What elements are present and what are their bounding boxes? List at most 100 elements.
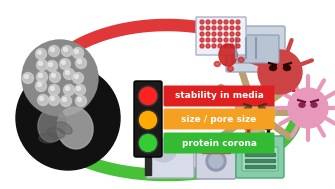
- Circle shape: [51, 47, 55, 51]
- Circle shape: [139, 135, 156, 152]
- Circle shape: [218, 26, 222, 30]
- Circle shape: [50, 71, 61, 83]
- Circle shape: [224, 26, 228, 30]
- Circle shape: [139, 112, 156, 129]
- Ellipse shape: [269, 66, 276, 70]
- Circle shape: [77, 60, 81, 64]
- Ellipse shape: [56, 122, 72, 134]
- FancyBboxPatch shape: [163, 85, 274, 106]
- Circle shape: [38, 94, 49, 105]
- Text: size / pore size: size / pore size: [181, 115, 257, 123]
- Circle shape: [288, 88, 328, 128]
- Circle shape: [75, 95, 86, 106]
- Circle shape: [72, 73, 83, 84]
- Ellipse shape: [38, 108, 66, 142]
- Circle shape: [66, 87, 69, 91]
- Circle shape: [212, 44, 216, 48]
- Ellipse shape: [299, 103, 305, 107]
- Circle shape: [61, 95, 71, 106]
- Circle shape: [16, 66, 120, 170]
- Circle shape: [62, 46, 72, 57]
- Circle shape: [39, 74, 43, 77]
- Circle shape: [206, 20, 210, 24]
- Circle shape: [36, 81, 47, 91]
- Circle shape: [22, 73, 34, 84]
- Circle shape: [218, 44, 222, 48]
- FancyBboxPatch shape: [232, 35, 279, 63]
- Circle shape: [38, 83, 42, 87]
- Circle shape: [72, 47, 83, 59]
- Bar: [202, 148, 230, 153]
- Circle shape: [64, 47, 67, 51]
- Circle shape: [24, 74, 28, 78]
- Circle shape: [224, 38, 228, 42]
- Circle shape: [74, 50, 78, 53]
- Circle shape: [218, 32, 222, 36]
- Circle shape: [40, 97, 44, 101]
- Circle shape: [206, 38, 210, 42]
- Ellipse shape: [39, 133, 57, 143]
- Circle shape: [212, 20, 216, 24]
- Circle shape: [206, 44, 210, 48]
- Circle shape: [212, 32, 216, 36]
- Ellipse shape: [47, 128, 65, 138]
- Circle shape: [63, 98, 67, 101]
- Circle shape: [39, 61, 43, 66]
- Ellipse shape: [311, 103, 317, 107]
- FancyBboxPatch shape: [236, 136, 284, 178]
- Bar: [145, 155, 151, 175]
- Circle shape: [66, 70, 69, 74]
- Circle shape: [258, 50, 302, 94]
- Circle shape: [38, 50, 42, 54]
- Circle shape: [218, 20, 222, 24]
- Circle shape: [236, 20, 240, 24]
- Circle shape: [138, 110, 158, 130]
- Ellipse shape: [238, 57, 244, 62]
- FancyBboxPatch shape: [146, 146, 194, 178]
- Circle shape: [230, 38, 234, 42]
- Bar: [245, 153, 275, 156]
- Circle shape: [230, 44, 234, 48]
- Circle shape: [75, 57, 86, 68]
- Ellipse shape: [214, 61, 220, 67]
- FancyBboxPatch shape: [242, 147, 278, 171]
- Circle shape: [49, 63, 53, 67]
- Circle shape: [52, 74, 56, 77]
- Circle shape: [64, 68, 74, 80]
- Circle shape: [200, 44, 204, 48]
- Circle shape: [218, 38, 222, 42]
- Circle shape: [47, 60, 58, 71]
- Circle shape: [200, 26, 204, 30]
- FancyBboxPatch shape: [226, 26, 285, 72]
- Circle shape: [236, 38, 240, 42]
- Circle shape: [206, 151, 226, 171]
- Circle shape: [64, 84, 74, 95]
- Bar: [245, 159, 275, 162]
- Circle shape: [60, 59, 70, 70]
- Circle shape: [74, 74, 78, 78]
- Circle shape: [51, 87, 55, 91]
- Circle shape: [51, 97, 55, 101]
- Ellipse shape: [283, 66, 290, 70]
- Circle shape: [224, 44, 228, 48]
- Circle shape: [22, 40, 98, 116]
- FancyBboxPatch shape: [163, 108, 274, 129]
- Circle shape: [200, 38, 204, 42]
- Bar: [245, 165, 275, 168]
- Circle shape: [36, 49, 47, 60]
- Circle shape: [76, 87, 80, 91]
- FancyBboxPatch shape: [196, 17, 246, 55]
- Ellipse shape: [219, 44, 237, 66]
- Circle shape: [200, 20, 204, 24]
- Text: protein corona: protein corona: [182, 139, 257, 147]
- Circle shape: [236, 26, 240, 30]
- Circle shape: [138, 133, 158, 153]
- FancyBboxPatch shape: [163, 132, 274, 153]
- Ellipse shape: [245, 106, 252, 112]
- Circle shape: [200, 32, 204, 36]
- Circle shape: [230, 20, 234, 24]
- FancyBboxPatch shape: [196, 143, 236, 179]
- Circle shape: [37, 71, 48, 83]
- Circle shape: [62, 60, 66, 64]
- Circle shape: [224, 32, 228, 36]
